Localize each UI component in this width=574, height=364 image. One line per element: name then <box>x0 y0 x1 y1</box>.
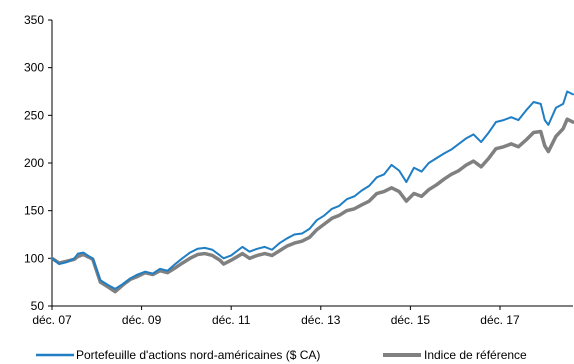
legend-label-benchmark: Indice de référence <box>424 348 527 362</box>
x-tick-label: déc. 11 <box>212 313 251 327</box>
y-tick-label: 250 <box>24 108 44 122</box>
y-tick-label: 200 <box>24 156 44 170</box>
legend-label-portfolio: Portefeuille d'actions nord-américaines … <box>76 348 320 362</box>
x-tick-label: déc. 09 <box>122 313 162 327</box>
x-tick-label: déc. 17 <box>480 313 520 327</box>
series-line-portfolio <box>51 90 574 290</box>
y-tick-label: 300 <box>24 61 44 75</box>
y-axis-ticks: 50 100 150 200 250 300 350 <box>24 13 52 313</box>
x-tick-label: déc. 13 <box>301 313 341 327</box>
legend: Portefeuille d'actions nord-américaines … <box>36 348 527 362</box>
x-tick-label: déc. 15 <box>391 313 431 327</box>
y-tick-label: 50 <box>31 299 45 313</box>
series-lines <box>50 90 574 294</box>
series-line-benchmark <box>50 117 574 294</box>
x-axis-ticks: déc. 07 déc. 09 déc. 11 déc. 13 déc. 15 déc. … <box>32 306 520 327</box>
x-tick-label: déc. 07 <box>32 313 72 327</box>
y-tick-label: 150 <box>24 204 44 218</box>
y-tick-label: 350 <box>24 13 44 27</box>
y-tick-label: 100 <box>24 251 44 265</box>
